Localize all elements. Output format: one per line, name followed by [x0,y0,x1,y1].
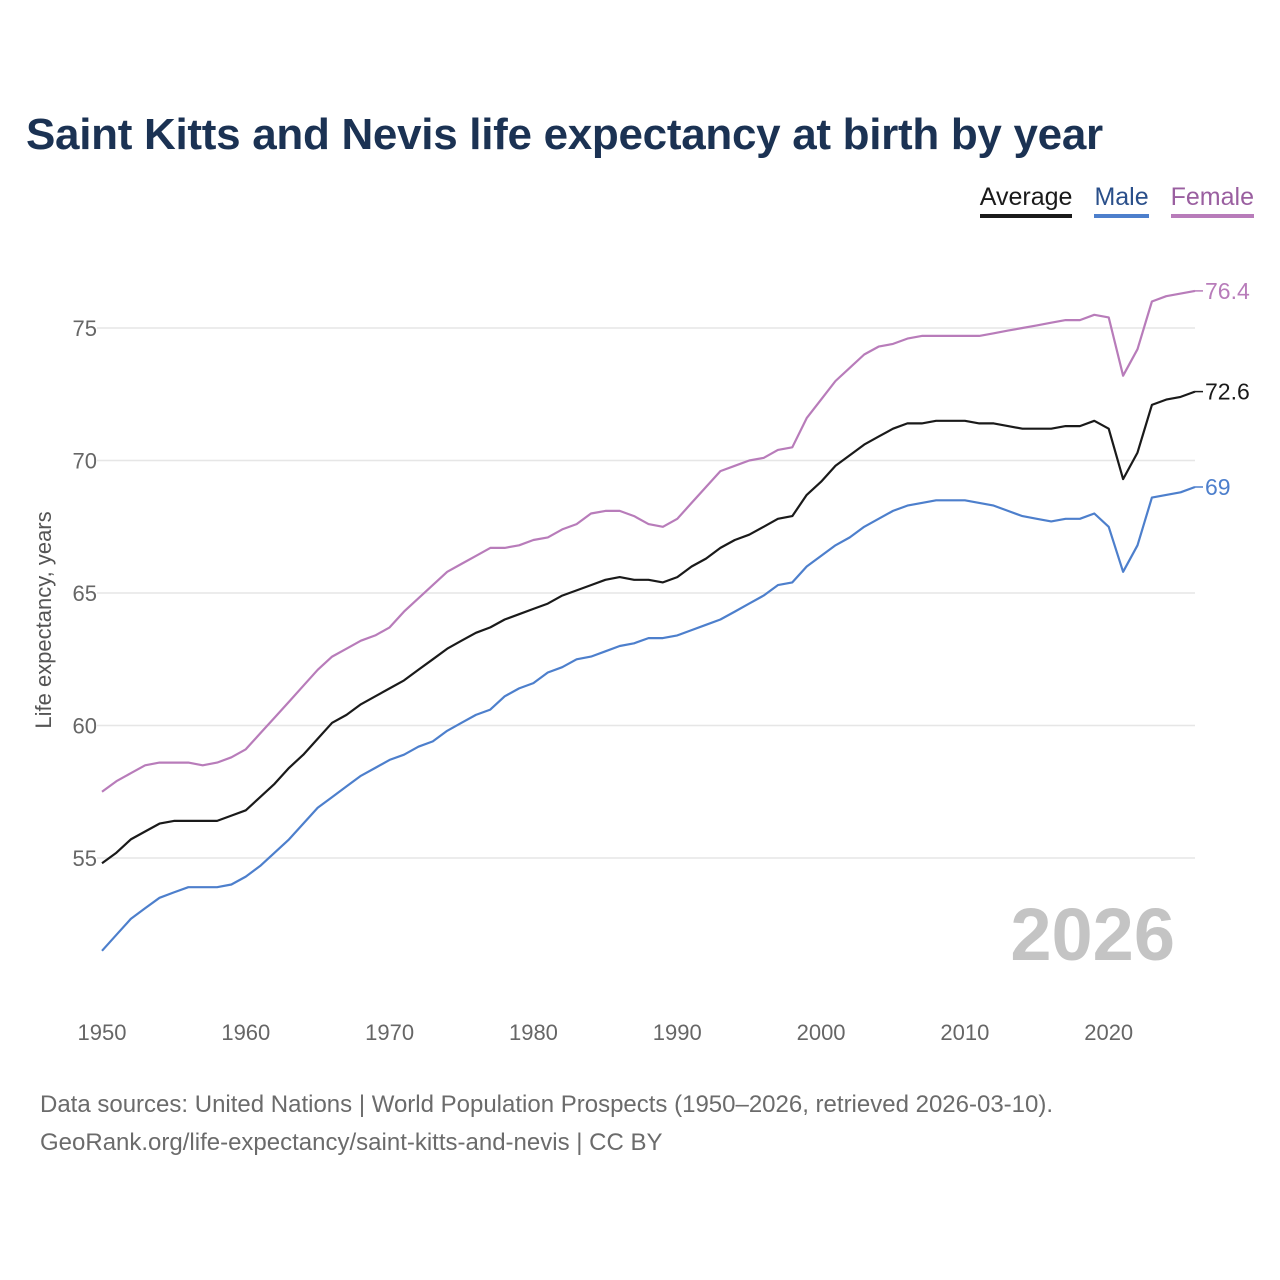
end-label-male: 69 [1205,474,1231,500]
legend-item-female[interactable]: Female [1170,183,1254,218]
x-tick-label: 1960 [221,1020,270,1045]
series-line-male [101,485,1196,952]
y-tick-label: 65 [73,581,97,606]
end-label-female: 76.4 [1205,278,1250,304]
x-tick-label: 2020 [1084,1020,1133,1045]
x-tick-label: 1990 [653,1020,702,1045]
y-axis-title: Life expectancy, years [31,511,56,728]
legend-item-average[interactable]: Average [979,183,1073,218]
x-tick-label: 2000 [797,1020,846,1045]
source-link[interactable]: GeoRank.org/life-expectancy/saint-kitts-… [40,1129,663,1156]
legend: Average Male Female [979,183,1254,218]
x-tick-label: 1980 [509,1020,558,1045]
x-tick-label: 1970 [365,1020,414,1045]
y-tick-label: 75 [73,316,97,341]
x-tick-label: 2010 [940,1020,989,1045]
y-tick-label: 70 [73,449,97,474]
series-line-female [101,289,1196,793]
footer: Data sources: United Nations | World Pop… [40,1086,1053,1162]
data-source-note: Data sources: United Nations | World Pop… [40,1091,1054,1118]
y-tick-label: 60 [73,714,97,739]
x-tick-label: 1950 [78,1020,127,1045]
year-watermark: 2026 [1010,893,1175,976]
chart-title: Saint Kitts and Nevis life expectancy at… [26,110,1103,159]
end-label-average: 72.6 [1205,379,1250,405]
legend-item-male[interactable]: Male [1094,183,1149,218]
series-line-average [101,390,1196,865]
y-tick-label: 55 [73,846,97,871]
